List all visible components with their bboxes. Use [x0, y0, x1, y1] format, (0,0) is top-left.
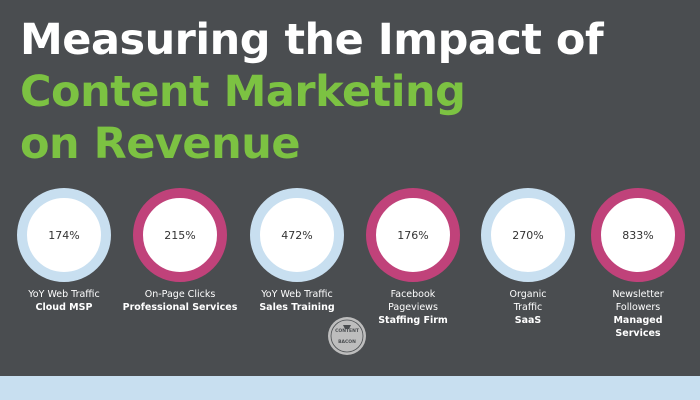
bottom-band: [0, 376, 700, 400]
stat-metric-line-1: Newsletter: [612, 289, 664, 300]
stat-value: 833%: [622, 228, 654, 242]
stat-ring: 270%: [481, 188, 575, 282]
stat-value: 215%: [164, 228, 196, 242]
stat-caption: Organic Traffic SaaS: [470, 288, 586, 327]
stat-metric-line-1: Facebook: [390, 289, 436, 300]
stat-ring: 176%: [366, 188, 460, 282]
content-bacon-seal-icon: CONTENT BACON: [328, 317, 366, 355]
stat-metric-line-2: Pageviews: [388, 302, 438, 313]
stat-value: 176%: [397, 228, 429, 242]
stat-client: Sales Training: [259, 302, 335, 313]
headline-line-2: Content Marketing: [20, 67, 466, 117]
stat-client-line-1: Managed: [613, 315, 663, 326]
stat-client: Cloud MSP: [35, 302, 93, 313]
stat-caption: YoY Web Traffic Sales Training: [239, 288, 355, 314]
stat-metric: YoY Web Traffic: [261, 289, 333, 300]
stat-value: 174%: [48, 228, 80, 242]
headline-line-1: Measuring the Impact of: [20, 15, 604, 65]
stat-client: Staffing Firm: [378, 315, 448, 326]
stat-metric-line-2: Followers: [615, 302, 661, 313]
stat-staffing-firm: 176% Facebook Pageviews Staffing Firm: [355, 188, 471, 327]
stat-metric: On-Page Clicks: [144, 289, 216, 300]
logo-text-top: CONTENT: [335, 328, 360, 334]
stat-cloud-msp: 174% YoY Web Traffic Cloud MSP: [6, 188, 122, 314]
stat-metric-line-1: Organic: [509, 289, 547, 300]
stat-metric-line-2: Traffic: [513, 302, 543, 313]
stat-client: Professional Services: [122, 302, 238, 313]
stat-saas: 270% Organic Traffic SaaS: [470, 188, 586, 327]
stat-client-line-2: Services: [615, 328, 661, 339]
stat-professional-services: 215% On-Page Clicks Professional Service…: [122, 188, 238, 314]
stat-value: 472%: [281, 228, 313, 242]
stat-sales-training: 472% YoY Web Traffic Sales Training: [239, 188, 355, 314]
stat-metric: YoY Web Traffic: [28, 289, 100, 300]
stat-caption: Facebook Pageviews Staffing Firm: [355, 288, 471, 327]
stat-managed-services: 833% Newsletter Followers Managed Servic…: [580, 188, 696, 340]
stat-caption: Newsletter Followers Managed Services: [580, 288, 696, 340]
stat-client: SaaS: [514, 315, 542, 326]
stat-ring: 833%: [591, 188, 685, 282]
stat-caption: YoY Web Traffic Cloud MSP: [6, 288, 122, 314]
headline-line-3: on Revenue: [20, 119, 300, 169]
stat-value: 270%: [512, 228, 544, 242]
headline: Measuring the Impact of Content Marketin…: [20, 14, 604, 170]
stat-ring: 174%: [17, 188, 111, 282]
stat-caption: On-Page Clicks Professional Services: [122, 288, 238, 314]
stat-ring: 215%: [133, 188, 227, 282]
logo-text-bottom: BACON: [338, 339, 356, 345]
stat-ring: 472%: [250, 188, 344, 282]
